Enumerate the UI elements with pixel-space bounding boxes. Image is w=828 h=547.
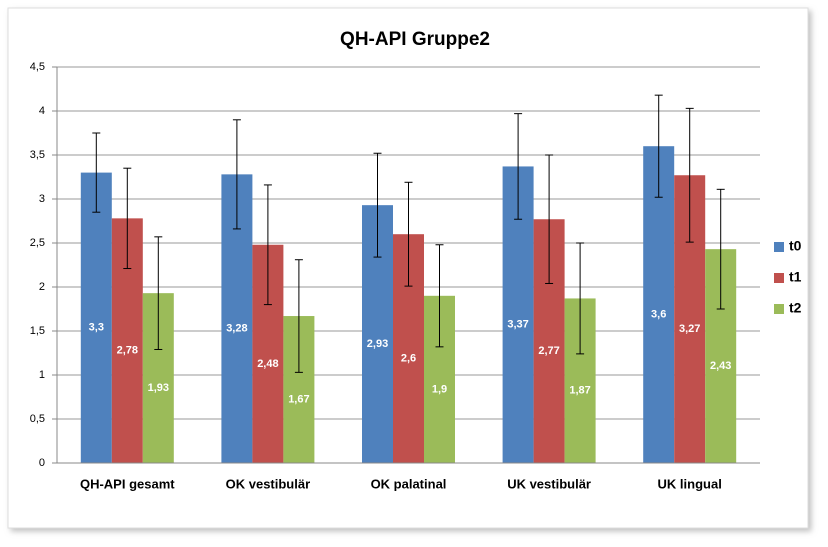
y-tick-label: 3 bbox=[39, 193, 45, 205]
x-tick-label: UK vestibulär bbox=[507, 476, 591, 491]
x-tick-label: OK vestibulär bbox=[226, 476, 311, 491]
data-label: 2,78 bbox=[117, 345, 138, 357]
data-label: 1,67 bbox=[288, 393, 309, 405]
data-label: 2,6 bbox=[401, 353, 416, 365]
data-label: 3,37 bbox=[507, 319, 528, 331]
data-label: 3,6 bbox=[651, 309, 666, 321]
data-label: 3,27 bbox=[679, 323, 700, 335]
bar bbox=[643, 146, 675, 463]
y-tick-label: 0 bbox=[39, 457, 45, 469]
data-label: 2,43 bbox=[710, 360, 731, 372]
data-label: 2,48 bbox=[257, 358, 278, 370]
y-tick-label: 1 bbox=[39, 369, 45, 381]
chart-title: QH-API Gruppe2 bbox=[340, 29, 490, 50]
data-label: 1,93 bbox=[148, 382, 169, 394]
data-label: 3,3 bbox=[89, 322, 104, 334]
y-tick-label: 0,5 bbox=[30, 413, 45, 425]
data-label: 2,77 bbox=[538, 345, 559, 357]
y-tick-label: 1,5 bbox=[30, 325, 45, 337]
y-tick-label: 2 bbox=[39, 281, 45, 293]
y-tick-label: 3,5 bbox=[30, 149, 45, 161]
legend-swatch bbox=[774, 273, 784, 283]
legend-label: t0 bbox=[789, 238, 802, 254]
legend-label: t1 bbox=[789, 269, 802, 285]
data-label: 1,9 bbox=[432, 383, 447, 395]
legend-swatch bbox=[774, 242, 784, 252]
data-label: 1,87 bbox=[569, 385, 590, 397]
x-tick-label: OK palatinal bbox=[371, 476, 447, 491]
y-tick-label: 4 bbox=[39, 105, 45, 117]
data-label: 3,28 bbox=[226, 323, 247, 335]
data-label: 2,93 bbox=[367, 338, 388, 350]
y-tick-label: 4,5 bbox=[30, 61, 45, 73]
x-tick-label: UK lingual bbox=[658, 476, 722, 491]
y-tick-label: 2,5 bbox=[30, 237, 45, 249]
legend-label: t2 bbox=[789, 300, 802, 316]
bar bbox=[80, 172, 112, 463]
legend-swatch bbox=[774, 304, 784, 314]
x-tick-label: QH-API gesamt bbox=[80, 476, 175, 491]
